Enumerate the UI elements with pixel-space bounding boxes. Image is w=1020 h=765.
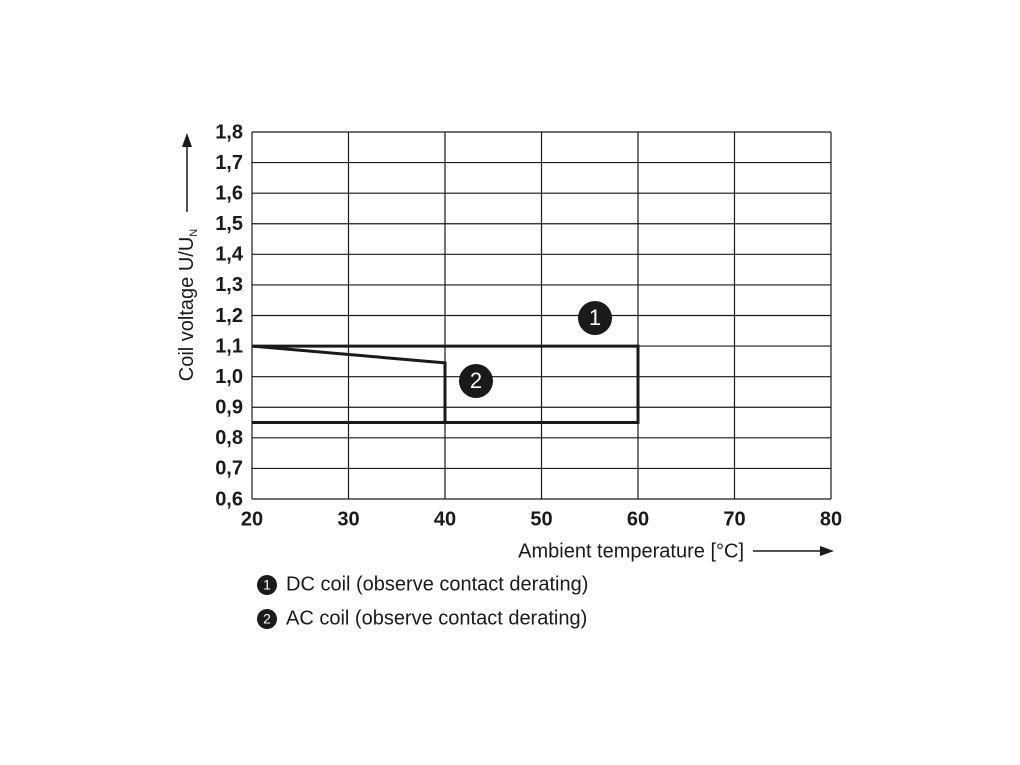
x-axis-label: Ambient temperature [°C] [518,540,744,562]
x-tick-label: 70 [723,508,745,530]
annotation-text: 2 [470,368,482,393]
y-tick-label: 1,3 [215,274,243,296]
x-axis-arrowhead [820,546,834,556]
y-tick-label: 1,1 [215,335,243,357]
y-tick-label: 1,7 [215,152,243,174]
annotation-text: 1 [589,305,601,330]
legend-label: AC coil (observe contact derating) [286,607,587,629]
y-tick-label: 0,7 [215,458,243,480]
x-tick-label: 50 [530,508,552,530]
legend-marker-circle [257,575,277,595]
legend-marker-text: 2 [263,611,271,627]
y-tick-label: 1,6 [215,182,243,204]
y-tick-label: 1,2 [215,305,243,327]
y-tick-label: 1,8 [215,121,243,143]
x-tick-label: 30 [337,508,359,530]
y-label-main: Coil voltage U/U [176,237,198,382]
y-tick-label: 0,6 [215,488,243,510]
y-tick-label: 1,5 [215,213,243,235]
x-tick-label: 20 [241,508,263,530]
x-tick-label: 40 [434,508,456,530]
y-axis-label: Coil voltage U/UN [176,229,200,382]
y-tick-label: 0,8 [215,427,243,449]
y-tick-label: 1,0 [215,366,243,388]
legend-label: DC coil (observe contact derating) [286,573,588,595]
legend-marker-text: 1 [263,577,271,593]
x-tick-label: 80 [820,508,842,530]
y-label-subscript: N [188,229,200,237]
y-axis-arrowhead [182,133,192,147]
legend-marker-circle [257,609,277,629]
x-tick-label: 60 [627,508,649,530]
annotation-circle [459,364,493,398]
series-line [251,344,447,425]
annotation-circle [578,301,612,335]
y-tick-label: 1,4 [215,244,244,266]
y-tick-label: 0,9 [215,397,243,419]
